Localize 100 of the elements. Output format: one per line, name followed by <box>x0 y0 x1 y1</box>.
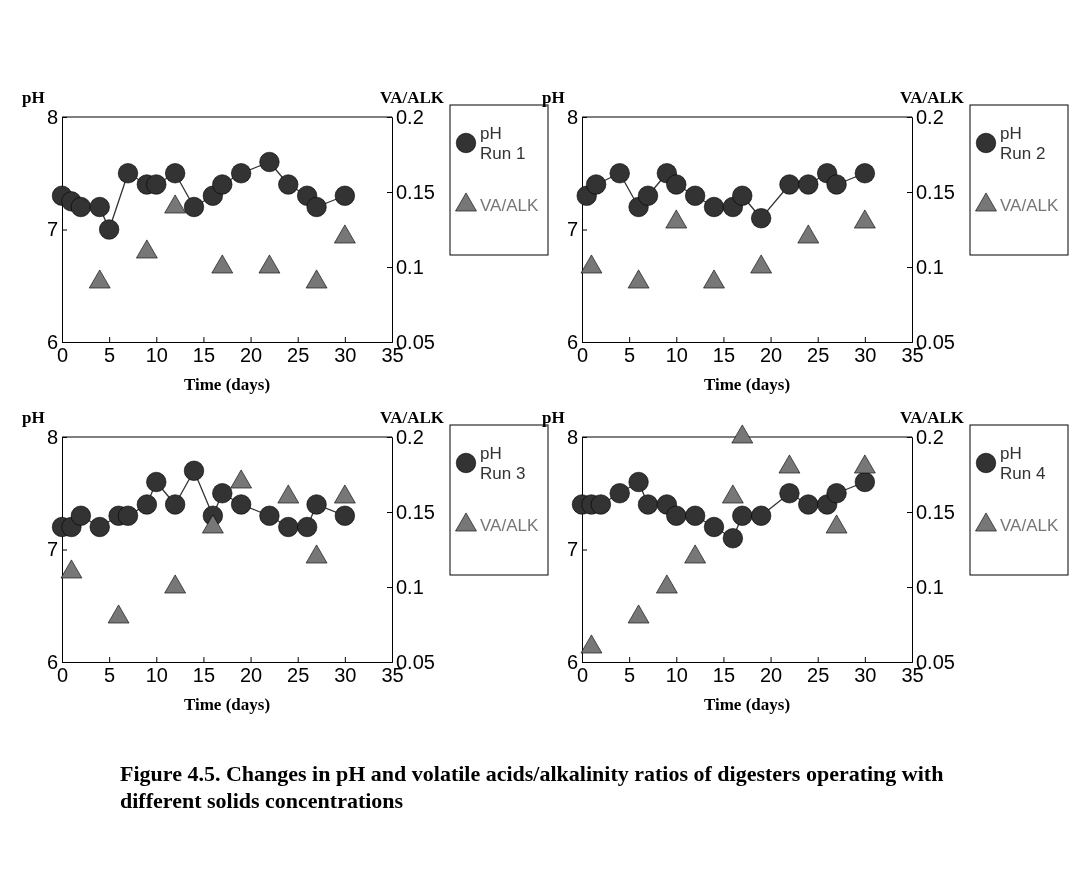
point <box>703 516 725 538</box>
point <box>703 196 725 218</box>
x-tick-label: 10 <box>665 664 688 687</box>
y2-tick-label: 0.15 <box>916 180 955 203</box>
x-tick-label: 25 <box>807 344 830 367</box>
x-tick-label: 5 <box>624 664 636 687</box>
point <box>609 483 630 504</box>
legend-label: pH Run 4 <box>1000 444 1046 483</box>
point <box>666 505 687 526</box>
point <box>722 484 744 504</box>
point <box>164 194 186 214</box>
point <box>731 424 754 444</box>
y2-axis-title: VA/ALK <box>900 88 965 107</box>
point <box>259 151 280 173</box>
point <box>278 174 299 195</box>
point <box>277 484 300 504</box>
y2-axis-title: VA/ALK <box>900 408 965 427</box>
y2-axis-title: VA/ALK <box>380 88 445 107</box>
point <box>202 514 224 534</box>
x-tick-label: 20 <box>239 344 263 367</box>
point <box>685 185 706 206</box>
point <box>165 163 186 184</box>
x-axis-title: Time (days) <box>703 375 791 394</box>
y-tick-label: 6 <box>566 650 578 673</box>
y-tick-label: 7 <box>566 538 578 561</box>
point <box>627 269 650 289</box>
x-tick-label: 15 <box>712 664 736 687</box>
legend-label: pH Run 2 <box>1000 124 1046 163</box>
point <box>136 239 158 259</box>
y-tick-label: 6 <box>46 330 58 353</box>
point <box>89 516 110 538</box>
x-tick-label: 20 <box>759 664 783 687</box>
point <box>722 528 743 549</box>
y-tick-label: 6 <box>566 330 578 353</box>
x-tick-label: 30 <box>854 344 877 367</box>
y-tick-label: 7 <box>46 218 58 241</box>
point <box>89 196 110 218</box>
point <box>854 209 876 229</box>
point <box>665 209 688 229</box>
x-tick-label: 20 <box>239 664 263 687</box>
point <box>306 196 327 218</box>
point <box>778 454 801 474</box>
point <box>99 219 120 240</box>
y-axis-title: pH <box>542 408 565 427</box>
point <box>751 208 772 229</box>
point <box>779 483 800 504</box>
y2-tick-label: 0.1 <box>396 255 424 278</box>
point <box>117 505 139 526</box>
y-tick-label: 8 <box>566 425 578 448</box>
point <box>586 174 607 195</box>
legend-label: VA/ALK <box>480 516 539 535</box>
y2-tick-label: 0.15 <box>396 500 435 523</box>
y2-tick-label: 0.1 <box>916 255 944 278</box>
point <box>637 185 659 206</box>
point <box>637 494 659 515</box>
point <box>732 505 753 526</box>
legend-label: pH Run 1 <box>480 124 526 163</box>
y2-tick-label: 0.2 <box>396 425 424 448</box>
y2-tick-label: 0.15 <box>396 180 435 203</box>
legend-label: VA/ALK <box>480 196 539 215</box>
point <box>212 483 233 504</box>
y-axis-title: pH <box>22 408 45 427</box>
point <box>146 174 167 195</box>
x-tick-label: 20 <box>759 344 783 367</box>
point <box>278 516 299 538</box>
x-tick-label: 15 <box>192 344 216 367</box>
point <box>297 516 318 538</box>
point <box>231 163 252 184</box>
point <box>750 254 772 274</box>
y2-tick-label: 0.1 <box>396 575 424 598</box>
legend-label: VA/ALK <box>1000 196 1059 215</box>
point <box>684 544 706 564</box>
y2-tick-label: 0.15 <box>916 500 955 523</box>
point <box>703 269 725 289</box>
x-tick-label: 30 <box>334 344 357 367</box>
x-tick-label: 30 <box>334 664 357 687</box>
point <box>306 494 327 515</box>
x-tick-label: 25 <box>807 664 830 687</box>
legend-label: VA/ALK <box>1000 516 1059 535</box>
point <box>165 494 186 515</box>
point <box>183 196 205 218</box>
x-tick-label: 25 <box>287 664 310 687</box>
legend-label: pH Run 3 <box>480 444 526 483</box>
x-tick-label: 15 <box>192 664 216 687</box>
y-axis-title: pH <box>22 88 45 107</box>
point <box>779 174 800 195</box>
point <box>732 185 753 206</box>
x-tick-label: 15 <box>712 344 736 367</box>
point <box>259 505 280 526</box>
point <box>258 254 281 274</box>
y2-axis-title: VA/ALK <box>380 408 445 427</box>
y2-tick-label: 0.1 <box>916 575 944 598</box>
point <box>826 483 847 504</box>
x-tick-label: 5 <box>104 664 116 687</box>
point <box>231 494 252 515</box>
point <box>70 196 91 218</box>
y-tick-label: 6 <box>46 650 58 673</box>
x-tick-label: 30 <box>854 664 877 687</box>
point <box>685 505 706 526</box>
point <box>609 163 630 184</box>
